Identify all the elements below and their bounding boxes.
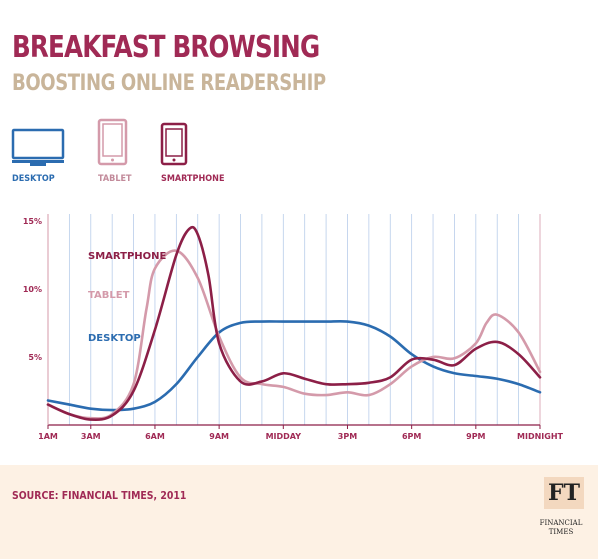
series-line-desktop xyxy=(46,319,542,412)
legend-icons xyxy=(11,118,188,166)
x-tick-label: 3AM xyxy=(81,432,101,441)
series-line-tablet xyxy=(46,249,542,420)
smartphone-icon xyxy=(160,122,188,166)
footer: SOURCE: FINANCIAL TIMES, 2011 FT FINANCI… xyxy=(0,465,598,559)
series-label-smartphone: SMARTPHONE xyxy=(88,251,167,262)
legend-label-desktop: DESKTOP xyxy=(12,174,55,184)
desktop-icon xyxy=(11,128,65,166)
legend-label-smartphone: SMARTPHONE xyxy=(161,174,225,184)
x-tick-label: 1AM xyxy=(38,432,58,441)
x-tick-label: 9AM xyxy=(209,432,229,441)
series-label-tablet: TABLET xyxy=(88,290,130,301)
x-tick-label: 6PM xyxy=(402,432,421,441)
legend-label-tablet: TABLET xyxy=(98,174,132,184)
series-line-smartphone xyxy=(46,225,542,421)
y-tick-label: 15% xyxy=(23,217,42,226)
x-tick-label: 6AM xyxy=(145,432,165,441)
page-subtitle: BOOSTING ONLINE READERSHIP xyxy=(12,71,326,96)
ft-logo: FT xyxy=(544,477,584,509)
chart-lines xyxy=(46,225,542,421)
x-tick-label: MIDNIGHT xyxy=(517,432,564,441)
page-title: BREAKFAST BROWSING xyxy=(12,30,320,65)
chart-labels: 5% 10% 15% 1AM 3AM 6AM 9AM MIDDAY 3PM 6PM 9PM MIDNI… xyxy=(23,217,564,441)
x-tick-label: 3PM xyxy=(338,432,357,441)
x-tick-label: 9PM xyxy=(466,432,485,441)
tablet-icon xyxy=(97,118,128,166)
ft-logo-name: FINANCIAL TIMES xyxy=(539,519,583,536)
chart-grid xyxy=(47,214,541,425)
x-tick-label: MIDDAY xyxy=(266,432,302,441)
y-tick-label: 10% xyxy=(23,285,42,294)
line-chart: 5% 10% 15% 1AM 3AM 6AM 9AM MIDDAY 3PM 6PM 9PM MIDNI… xyxy=(23,214,564,441)
source-text: SOURCE: FINANCIAL TIMES, 2011 xyxy=(12,489,187,502)
y-tick-label: 5% xyxy=(28,353,42,362)
chart-axes xyxy=(47,214,541,429)
series-label-desktop: DESKTOP xyxy=(88,333,141,344)
